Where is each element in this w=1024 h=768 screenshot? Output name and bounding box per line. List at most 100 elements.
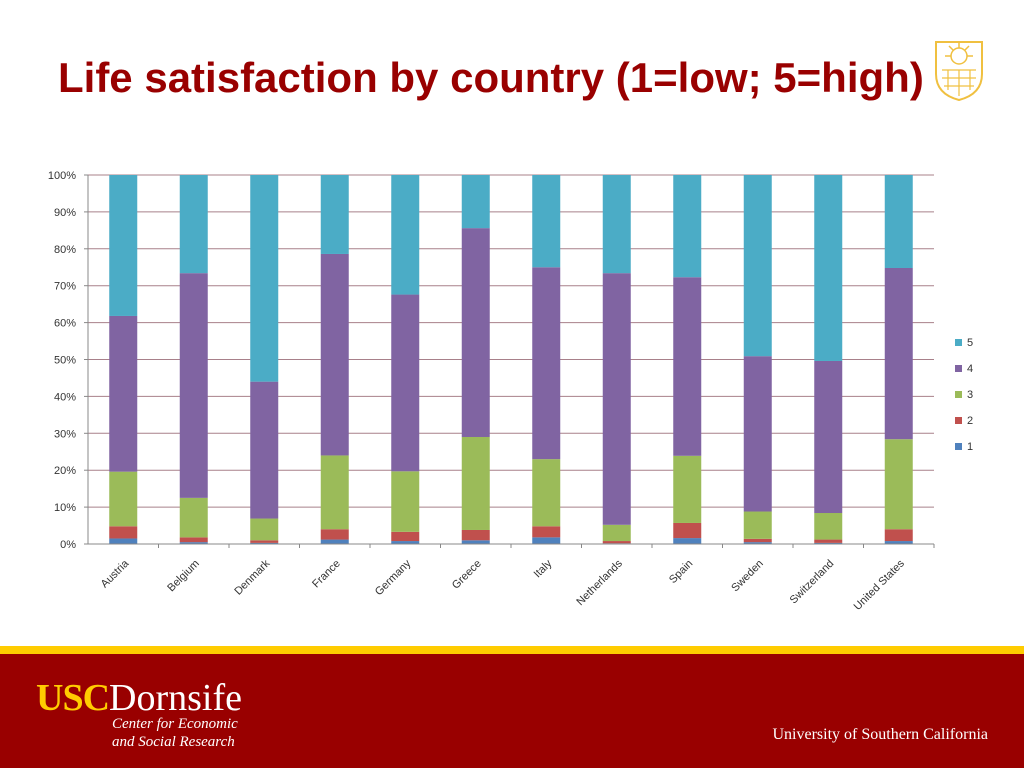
legend-label-4: 4 <box>967 363 973 375</box>
chart-legend: 5 4 3 2 1 <box>955 337 973 453</box>
bar-austria-level-1 <box>109 538 138 544</box>
logo-dornsife-text: Dornsife <box>109 677 242 719</box>
usc-seal-icon <box>935 41 983 102</box>
bar-sweden-level-3 <box>743 511 772 539</box>
university-name: University of Southern California <box>772 726 988 743</box>
bar-france-level-1 <box>320 539 349 544</box>
bar-belgium-level-4 <box>179 273 208 498</box>
bar-sweden-level-2 <box>743 538 772 543</box>
x-tick-label: Italy <box>532 557 555 580</box>
chart-bars <box>109 175 913 544</box>
bar-germany-level-3 <box>391 471 420 532</box>
y-tick-label: 10% <box>54 502 76 514</box>
bar-denmark-level-4 <box>250 381 279 519</box>
legend-label-2: 2 <box>967 415 973 427</box>
bar-netherlands-level-2 <box>602 541 631 544</box>
x-tick-label: Germany <box>373 557 414 598</box>
bar-sweden-level-5 <box>743 175 772 357</box>
bar-greece-level-1 <box>461 540 490 544</box>
y-tick-label: 80% <box>54 244 76 256</box>
x-tick-label: France <box>310 558 343 591</box>
dornsife-logo: USCDornsife <box>36 676 242 720</box>
bar-belgium-level-2 <box>179 537 208 543</box>
bar-france-level-4 <box>320 253 349 456</box>
bar-austria-level-4 <box>109 315 138 472</box>
bar-belgium-level-5 <box>179 175 208 274</box>
y-tick-label: 60% <box>54 318 76 330</box>
bar-united-states-level-1 <box>884 541 913 544</box>
bar-spain-level-1 <box>673 538 702 544</box>
bar-spain-level-4 <box>673 277 702 456</box>
bar-greece-level-4 <box>461 228 490 437</box>
bar-italy-level-4 <box>532 267 561 460</box>
legend-label-5: 5 <box>967 337 973 349</box>
bar-greece-level-5 <box>461 175 490 229</box>
legend-label-3: 3 <box>967 389 973 401</box>
slide-title: Life satisfaction by country (1=low; 5=h… <box>58 54 924 101</box>
y-tick-label: 70% <box>54 281 76 293</box>
bar-united-states-level-5 <box>884 175 913 268</box>
center-name-line1: Center for Economic <box>112 716 238 732</box>
y-tick-label: 30% <box>54 428 76 440</box>
bar-switzerland-level-3 <box>814 513 843 540</box>
legend-swatch-4 <box>955 365 962 372</box>
bar-austria-level-5 <box>109 175 138 316</box>
y-tick-label: 50% <box>54 355 76 367</box>
bar-netherlands-level-4 <box>602 273 631 525</box>
bar-greece-level-3 <box>461 436 490 530</box>
bar-denmark-level-1 <box>250 542 279 544</box>
bar-united-states-level-4 <box>884 267 913 440</box>
bar-sweden-level-1 <box>743 542 772 544</box>
legend-swatch-1 <box>955 443 962 450</box>
y-tick-label: 90% <box>54 207 76 219</box>
bar-germany-level-2 <box>391 531 420 542</box>
bar-switzerland-level-4 <box>814 360 843 514</box>
x-tick-label: Switzerland <box>788 558 837 607</box>
bar-france-level-3 <box>320 455 349 530</box>
bar-italy-level-2 <box>532 526 561 538</box>
x-tick-label: Sweden <box>729 558 766 595</box>
bar-germany-level-1 <box>391 541 420 544</box>
x-tick-label: Spain <box>667 558 695 586</box>
y-axis: 0% 10% 20% 30% 40% 50% 60% 70% 80% 90% 100% <box>48 170 89 551</box>
x-tick-label: Denmark <box>232 557 272 597</box>
bar-switzerland-level-1 <box>814 542 843 544</box>
bar-sweden-level-4 <box>743 356 772 512</box>
x-tick-label: Austria <box>99 557 132 590</box>
x-axis: Austria Belgium Denmark France Germany Greece… <box>88 543 935 613</box>
bar-denmark-level-2 <box>250 540 279 543</box>
legend-swatch-3 <box>955 391 962 398</box>
center-name-line2: and Social Research <box>112 734 235 750</box>
bar-spain-level-3 <box>673 455 702 523</box>
x-tick-label: Belgium <box>165 558 202 595</box>
bar-austria-level-2 <box>109 526 138 539</box>
y-tick-label: 40% <box>54 391 76 403</box>
bar-denmark-level-5 <box>250 175 279 382</box>
bar-france-level-2 <box>320 529 349 540</box>
x-tick-label: Netherlands <box>574 557 625 608</box>
bar-spain-level-5 <box>673 175 702 278</box>
bar-germany-level-4 <box>391 294 420 472</box>
x-tick-label: Greece <box>450 558 484 592</box>
bar-belgium-level-1 <box>179 542 208 544</box>
footer-bar: USCDornsife Center for Economic and Soci… <box>0 654 1024 768</box>
bar-switzerland-level-5 <box>814 175 843 361</box>
bar-switzerland-level-2 <box>814 539 843 543</box>
bar-belgium-level-3 <box>179 497 208 538</box>
bar-netherlands-level-3 <box>602 524 631 542</box>
legend-swatch-5 <box>955 339 962 346</box>
bar-italy-level-3 <box>532 459 561 527</box>
y-tick-label: 0% <box>60 539 76 551</box>
bar-austria-level-3 <box>109 471 138 527</box>
bar-netherlands-level-5 <box>602 175 631 274</box>
bar-denmark-level-3 <box>250 518 279 541</box>
bar-italy-level-5 <box>532 175 561 268</box>
bar-germany-level-5 <box>391 175 420 295</box>
x-tick-label: United States <box>852 557 908 613</box>
y-tick-label: 100% <box>48 170 76 182</box>
logo-usc-text: USC <box>36 677 110 719</box>
bar-spain-level-2 <box>673 522 702 539</box>
legend-label-1: 1 <box>967 441 973 453</box>
bar-united-states-level-3 <box>884 439 913 530</box>
bar-greece-level-2 <box>461 529 490 541</box>
